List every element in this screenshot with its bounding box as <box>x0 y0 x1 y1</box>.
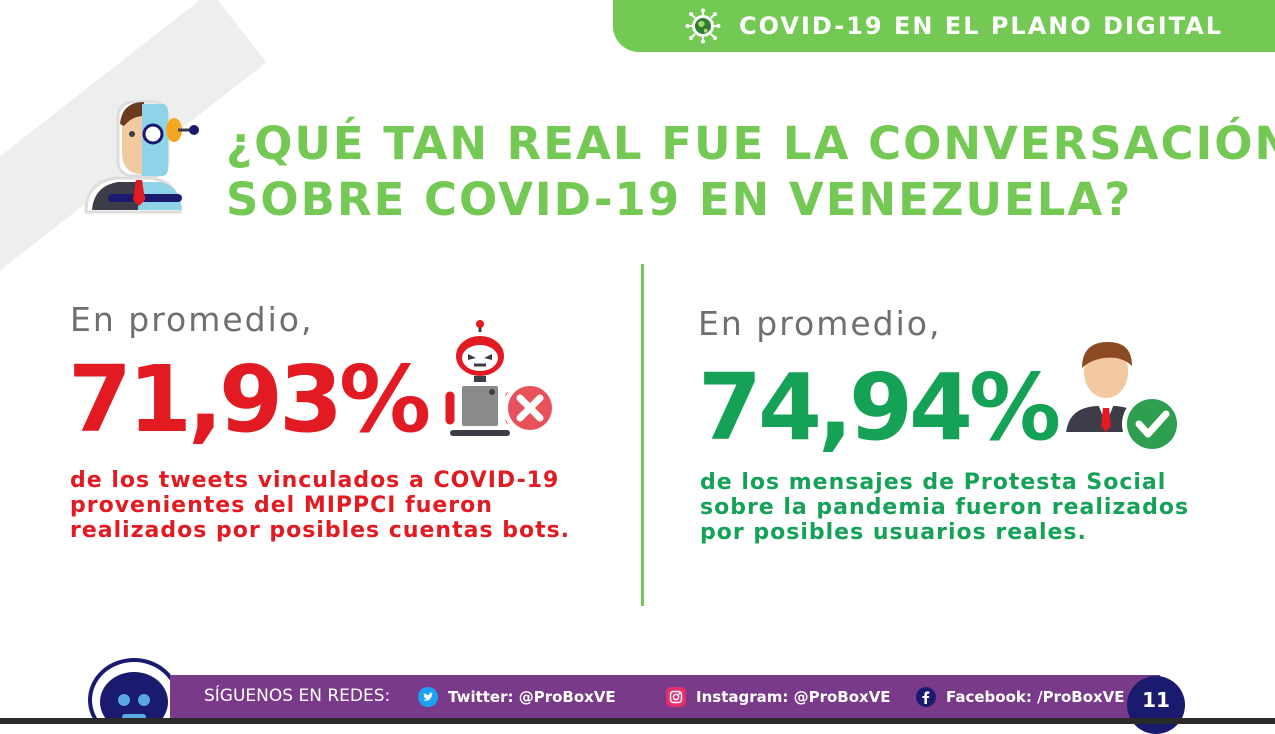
right-stat-value: 74,94% <box>698 354 1061 461</box>
instagram-icon <box>666 687 686 707</box>
facebook-icon <box>916 687 936 707</box>
virus-globe-icon <box>685 8 721 44</box>
main-title-line-2: SOBRE COVID-19 EN VENEZUELA? <box>226 173 1133 226</box>
twitter-handle: Twitter: @ProBoxVE <box>448 688 616 706</box>
main-title: ¿QUÉ TAN REAL FUE LA CONVERSACIÓN SOBRE … <box>226 116 1275 228</box>
bottom-edge-line <box>0 718 1275 724</box>
right-desc-line-3: por posibles usuarios reales. <box>700 520 1087 545</box>
instagram-handle: Instagram: @ProBoxVE <box>696 688 891 706</box>
left-stat-value: 71,93% <box>68 346 431 453</box>
footer-label: SÍGUENOS EN REDES: <box>204 686 391 706</box>
facebook-handle: Facebook: /ProBoxVE <box>946 688 1125 706</box>
left-desc-line-2: provenientes del MIPPCI fueron <box>70 493 493 518</box>
twitter-icon <box>418 687 438 707</box>
banner-title: COVID-19 EN EL PLANO DIGITAL <box>739 12 1223 40</box>
left-desc-line-3: realizados por posibles cuentas bots. <box>70 518 571 543</box>
right-desc-line-2: sobre la pandemia fueron realizados <box>700 495 1190 520</box>
facebook-link[interactable]: Facebook: /ProBoxVE <box>916 687 1125 707</box>
main-title-line-1: ¿QUÉ TAN REAL FUE LA CONVERSACIÓN <box>226 117 1275 170</box>
column-divider <box>641 264 644 606</box>
page-number: 11 <box>1127 676 1185 734</box>
top-banner: COVID-19 EN EL PLANO DIGITAL <box>613 0 1275 52</box>
instagram-link[interactable]: Instagram: @ProBoxVE <box>666 687 891 707</box>
user-check-icon <box>1061 342 1182 454</box>
left-stat-description: de los tweets vinculados a COVID-19 prov… <box>70 468 570 543</box>
left-desc-line-1: de los tweets vinculados a COVID-19 <box>70 468 560 493</box>
right-stat-description: de los mensajes de Protesta Social sobre… <box>700 470 1189 545</box>
left-lead-text: En promedio, <box>70 300 314 339</box>
human-robot-illustration <box>84 100 199 214</box>
right-lead-text: En promedio, <box>698 304 942 343</box>
bot-cross-icon <box>442 320 557 436</box>
footer-bar: SÍGUENOS EN REDES: Twitter: @ProBoxVE In… <box>170 675 1160 719</box>
robot-mascot-icon <box>88 658 180 724</box>
twitter-link[interactable]: Twitter: @ProBoxVE <box>418 687 616 707</box>
right-desc-line-1: de los mensajes de Protesta Social <box>700 470 1167 495</box>
